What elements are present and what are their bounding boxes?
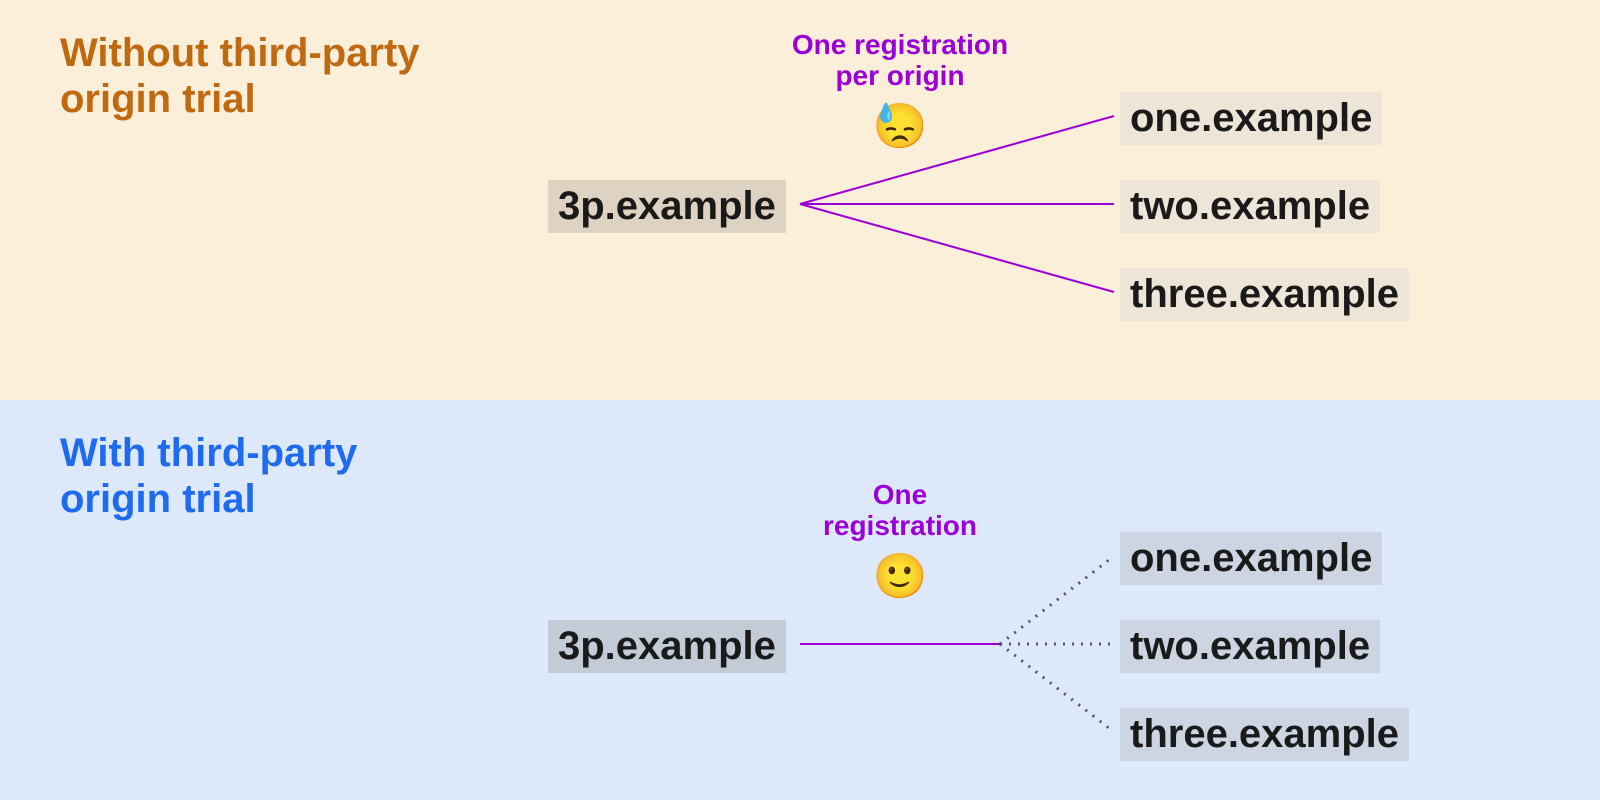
- target-one-example-top: one.example: [1120, 92, 1382, 145]
- source-3p-example-bottom: 3p.example: [548, 620, 786, 673]
- heading-with: With third-party origin trial: [60, 430, 357, 522]
- caption-one-per-origin: One registration per origin: [750, 30, 1050, 92]
- smile-emoji: 🙂: [860, 550, 940, 602]
- source-3p-example-top: 3p.example: [548, 180, 786, 233]
- panel-with-3p-trial: With third-party origin trial One regist…: [0, 400, 1600, 800]
- target-two-example-top: two.example: [1120, 180, 1380, 233]
- target-three-example-bottom: three.example: [1120, 708, 1409, 761]
- sad-sweat-emoji: 😓: [860, 100, 940, 152]
- target-three-example-top: three.example: [1120, 268, 1409, 321]
- caption-one-registration: One registration: [750, 480, 1050, 542]
- heading-without: Without third-party origin trial: [60, 30, 420, 122]
- target-two-example-bottom: two.example: [1120, 620, 1380, 673]
- panel-without-3p-trial: Without third-party origin trial One reg…: [0, 0, 1600, 400]
- target-one-example-bottom: one.example: [1120, 532, 1382, 585]
